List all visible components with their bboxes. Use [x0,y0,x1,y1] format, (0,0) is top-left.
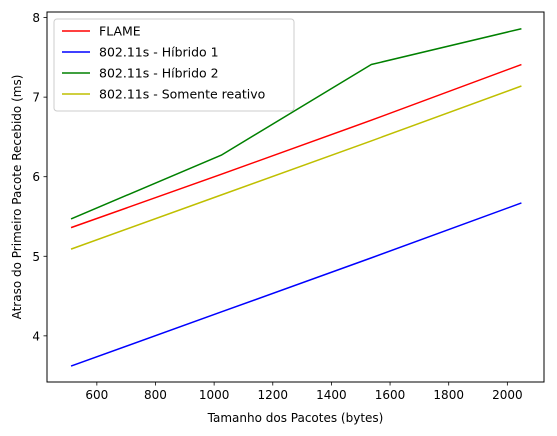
y-tick-label: 7 [32,91,40,105]
x-tick-label: 1600 [375,388,406,402]
plot-frame [46,11,545,383]
x-tick-label: 1200 [258,388,289,402]
series-line-2 [70,202,522,367]
x-tick-label: 1400 [316,388,347,402]
y-tick-label: 4 [32,329,40,343]
y-tick-label: 8 [32,11,40,25]
series-line-3 [70,27,522,220]
y-tick-label: 5 [32,250,40,264]
y-axis-label: Atraso do Primeiro Pacote Recebido (ms) [10,75,24,320]
x-axis: 600 800 1000 1200 1400 1600 1800 2000 [85,382,523,402]
y-axis: 4 5 6 7 8 [32,11,47,343]
legend-entry-label: FLAME [99,24,141,39]
x-tick-label: 600 [85,388,108,402]
legend-entry-label: 802.11s - Somente reativo [99,87,265,102]
y-tick-label: 6 [32,170,40,184]
series-layer [70,27,522,367]
legend: FLAME 802.11s - Híbrido 1 802.11s - Híbrid… [53,18,295,112]
x-tick-label: 2000 [492,388,523,402]
x-tick-label: 1000 [199,388,230,402]
x-tick-label: 1800 [433,388,464,402]
x-tick-label: 800 [144,388,167,402]
legend-entry-label: 802.11s - Híbrido 1 [99,45,219,60]
x-axis-label: Tamanho dos Pacotes (bytes) [207,411,384,425]
legend-box [53,18,295,112]
series-line-4 [70,85,522,250]
series-line-1 [70,63,522,229]
legend-entry-label: 802.11s - Híbrido 2 [99,66,219,81]
